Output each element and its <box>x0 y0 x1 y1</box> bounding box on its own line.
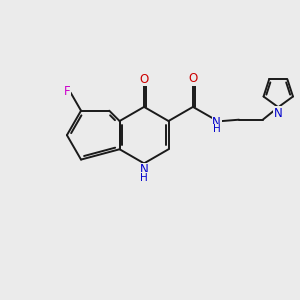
Text: N: N <box>212 116 221 129</box>
Text: O: O <box>188 72 198 85</box>
Text: H: H <box>140 172 148 183</box>
Text: N: N <box>274 106 283 120</box>
Text: O: O <box>140 73 149 86</box>
Text: N: N <box>140 164 148 176</box>
Text: H: H <box>213 124 220 134</box>
Text: F: F <box>64 85 70 98</box>
